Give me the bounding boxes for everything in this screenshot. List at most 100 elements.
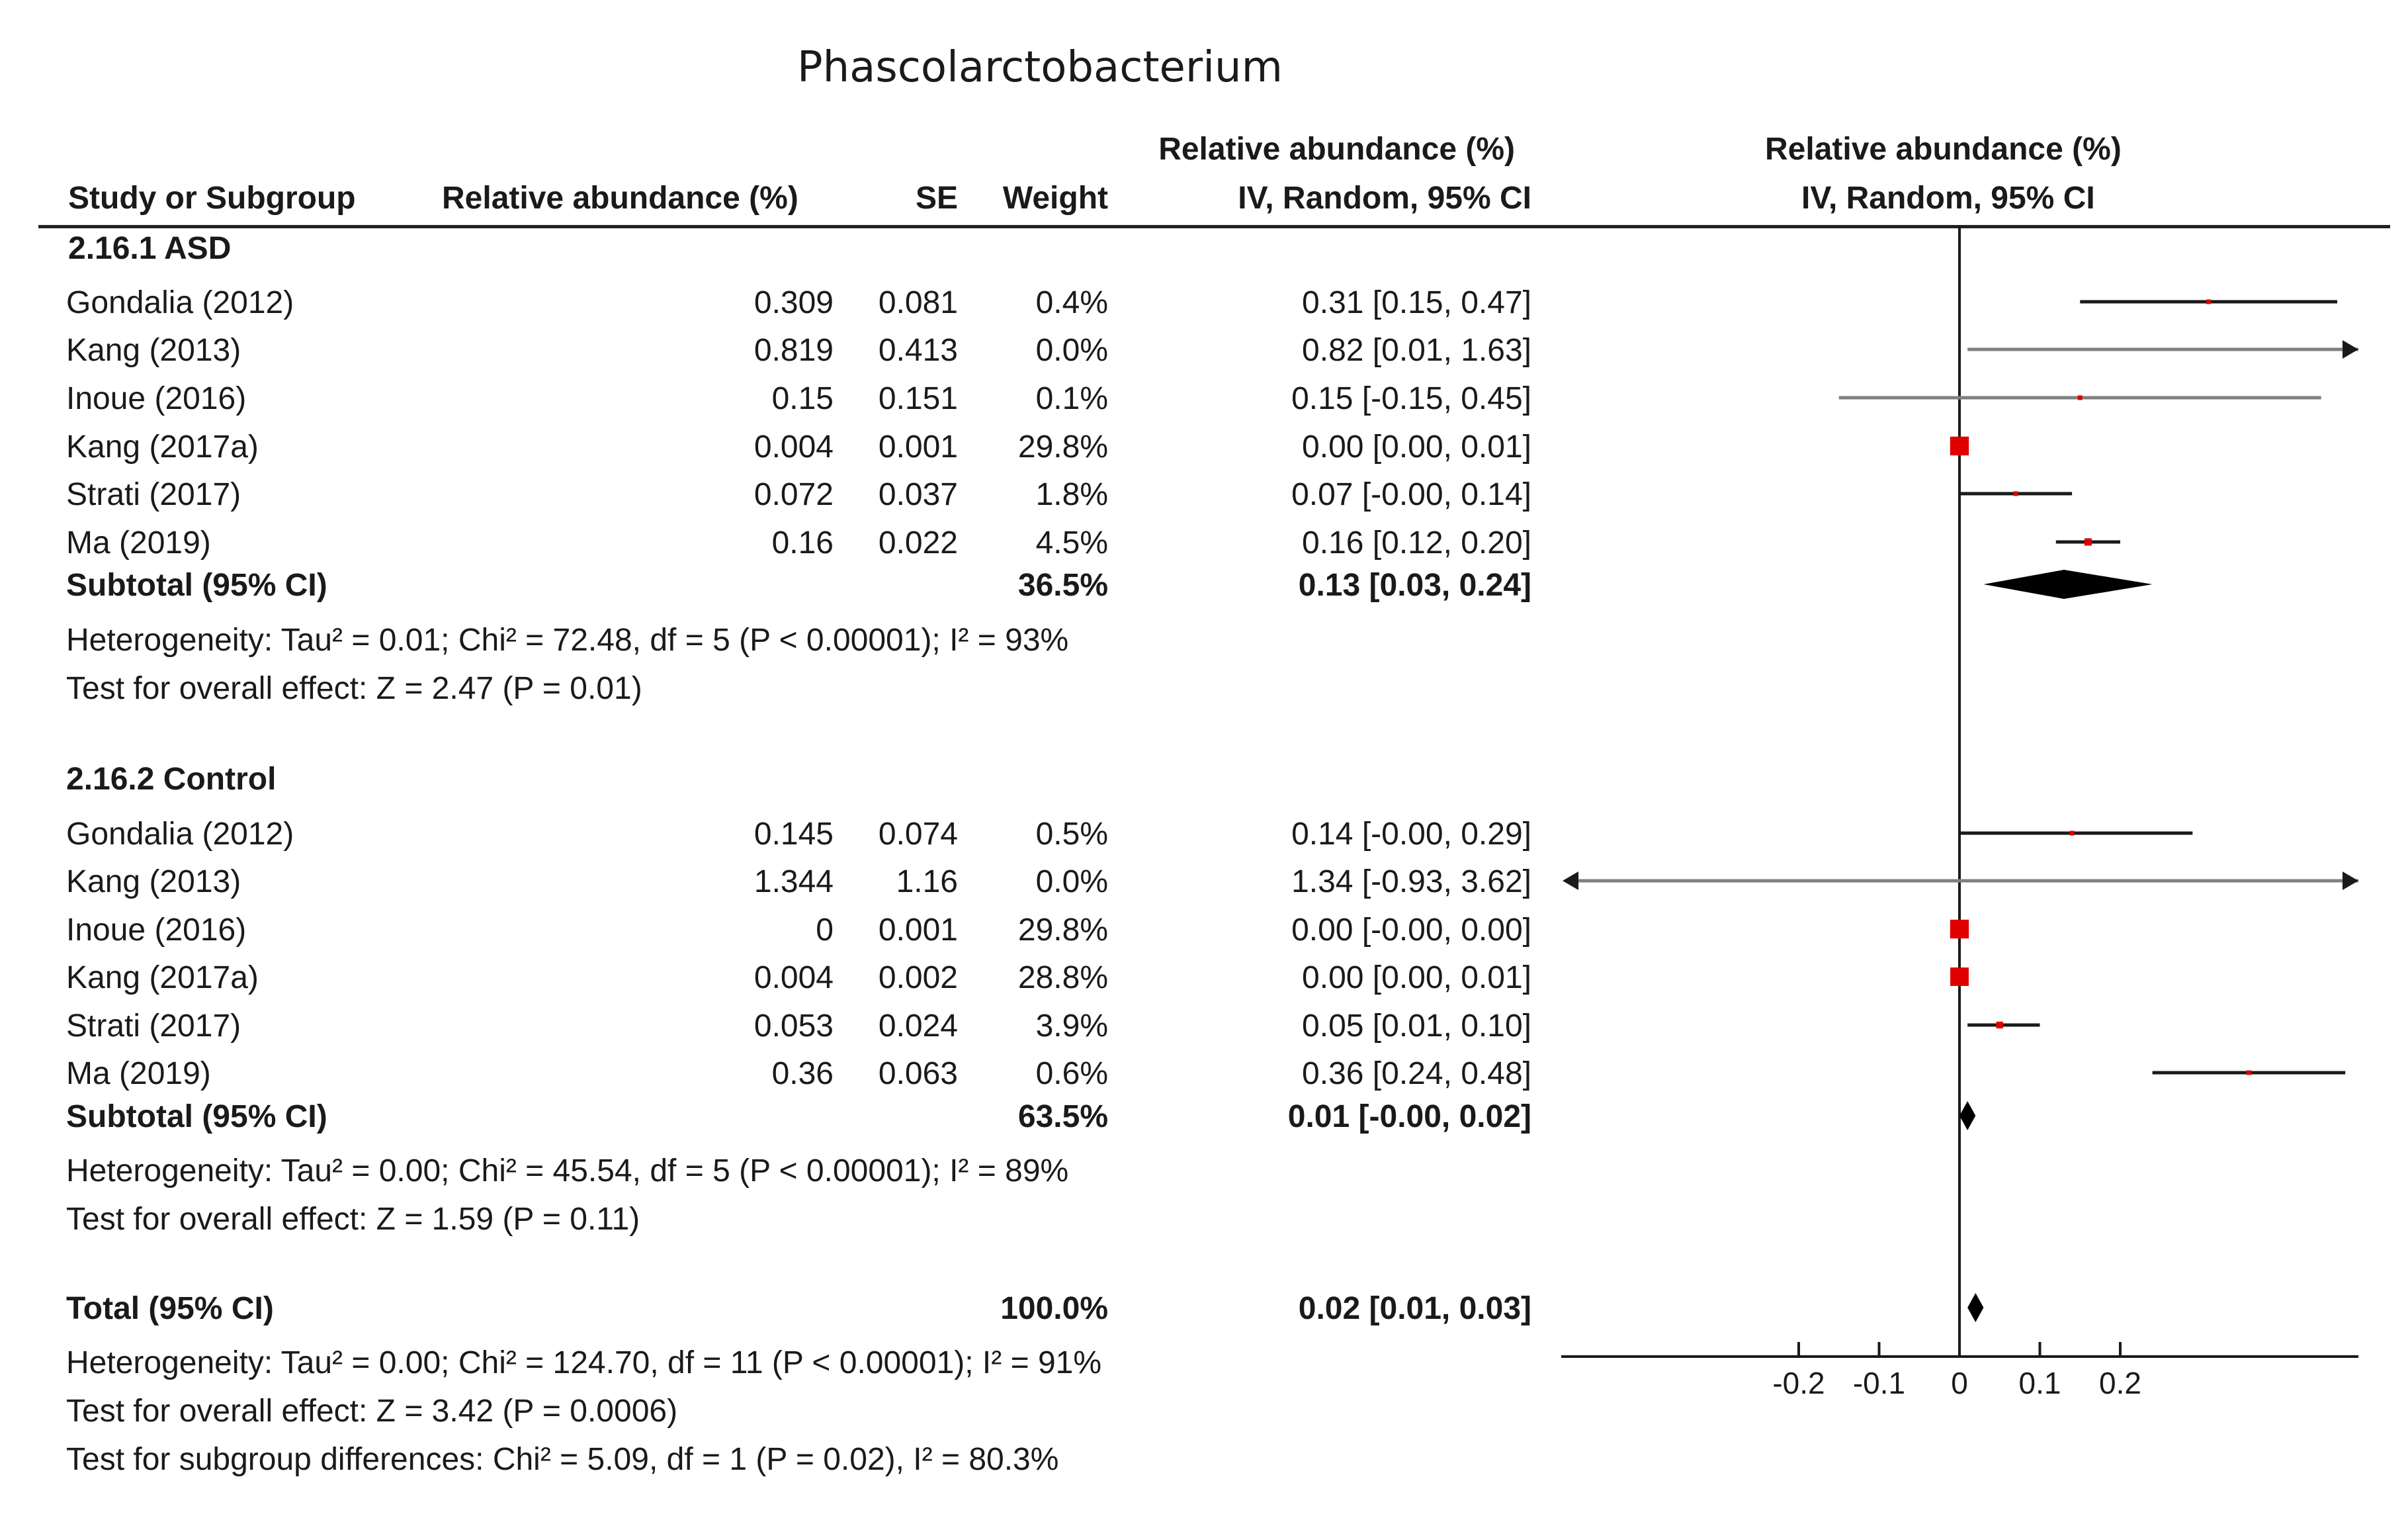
study-name: Kang (2017a) — [66, 429, 259, 465]
weight-value: 0.6% — [1035, 1056, 1108, 1091]
study-marker — [2246, 1070, 2251, 1075]
study-name: Inoue (2016) — [66, 381, 247, 416]
overall-effect-text: Test for overall effect: Z = 1.59 (P = 0… — [66, 1202, 640, 1237]
subgroup-differences-text: Test for subgroup differences: Chi² = 5.… — [66, 1442, 1059, 1477]
study-marker — [1950, 919, 1969, 939]
overall-effect-text: Test for overall effect: Z = 2.47 (P = 0… — [66, 671, 642, 706]
total-heterogeneity-text: Heterogeneity: Tau² = 0.00; Chi² = 124.7… — [66, 1345, 1102, 1380]
study-column-header: Study or Subgroup — [68, 181, 356, 216]
se-value: 0.001 — [878, 913, 958, 948]
ci-value: 0.05 [0.01, 0.10] — [1302, 1008, 1531, 1044]
study-marker — [2013, 491, 2018, 496]
abundance-value: 0.004 — [753, 960, 834, 995]
se-value: 0.037 — [878, 477, 958, 512]
study-marker — [2206, 299, 2212, 304]
subtotal-ci: 0.01 [-0.00, 0.02] — [1287, 1099, 1531, 1134]
weight-value: 0.0% — [1035, 333, 1108, 368]
abundance-column-header: Relative abundance (%) — [442, 181, 798, 216]
subtotal-label: Subtotal (95% CI) — [66, 1099, 327, 1134]
se-value: 0.074 — [878, 817, 958, 852]
x-tick-label: 0 — [1951, 1366, 1968, 1400]
x-tick-label: -0.2 — [1772, 1366, 1825, 1400]
ci-value: 0.00 [-0.00, 0.00] — [1291, 913, 1531, 948]
study-marker — [1950, 967, 1969, 986]
subtotal-diamond — [1959, 1101, 1976, 1130]
chart-title: Phascolarctobacterium — [797, 43, 1283, 92]
study-name: Kang (2013) — [66, 333, 241, 368]
ci-value: 1.34 [-0.93, 3.62] — [1291, 864, 1531, 899]
abundance-value: 0.053 — [753, 1008, 834, 1044]
weight-value: 0.1% — [1035, 381, 1108, 416]
ci-value: 0.82 [0.01, 1.63] — [1302, 333, 1531, 368]
study-marker — [1950, 436, 1969, 456]
total-ci: 0.02 [0.01, 0.03] — [1298, 1291, 1531, 1326]
abundance-value: 0.16 — [771, 525, 834, 560]
study-marker — [2084, 538, 2092, 546]
abundance-value: 1.344 — [753, 864, 834, 899]
abundance-value: 0.309 — [753, 285, 834, 320]
plot-column-header: IV, Random, 95% CI — [1801, 181, 2095, 216]
study-name: Ma (2019) — [66, 1056, 211, 1091]
ci-value: 0.36 [0.24, 0.48] — [1302, 1056, 1531, 1091]
se-value: 0.002 — [878, 960, 958, 995]
study-marker — [2077, 395, 2083, 400]
weight-value: 4.5% — [1035, 525, 1108, 560]
total-label: Total (95% CI) — [66, 1291, 274, 1326]
weight-value: 29.8% — [1017, 913, 1108, 948]
subtotal-diamond — [1983, 570, 2153, 599]
se-value: 0.022 — [878, 525, 958, 560]
se-value: 0.413 — [878, 333, 958, 368]
weight-value: 0.0% — [1035, 864, 1108, 899]
se-value: 0.063 — [878, 1056, 958, 1091]
heterogeneity-text: Heterogeneity: Tau² = 0.00; Chi² = 45.54… — [66, 1153, 1069, 1188]
study-name: Strati (2017) — [66, 477, 241, 512]
ci-header-top: Relative abundance (%) — [1158, 132, 1515, 167]
x-tick-label: -0.1 — [1853, 1366, 1905, 1400]
weight-value: 28.8% — [1017, 960, 1108, 995]
x-tick-label: 0.2 — [2099, 1366, 2141, 1400]
study-marker — [1996, 1021, 2003, 1029]
plot-header-top: Relative abundance (%) — [1765, 132, 2122, 167]
abundance-value: 0.072 — [753, 477, 834, 512]
group-label: 2.16.2 Control — [66, 762, 277, 797]
ci-value: 0.00 [0.00, 0.01] — [1302, 429, 1531, 465]
abundance-value: 0.36 — [771, 1056, 834, 1091]
weight-value: 0.5% — [1035, 817, 1108, 852]
study-name: Gondalia (2012) — [66, 817, 294, 852]
se-column-header: SE — [915, 181, 958, 216]
study-name: Inoue (2016) — [66, 913, 247, 948]
ci-arrow-left — [1563, 872, 1578, 890]
se-value: 0.151 — [878, 381, 958, 416]
heterogeneity-text: Heterogeneity: Tau² = 0.01; Chi² = 72.48… — [66, 623, 1069, 658]
abundance-value: 0.819 — [753, 333, 834, 368]
abundance-value: 0 — [816, 913, 834, 948]
ci-value: 0.15 [-0.15, 0.45] — [1291, 381, 1531, 416]
weight-column-header: Weight — [1002, 181, 1108, 216]
subtotal-label: Subtotal (95% CI) — [66, 568, 327, 603]
ci-arrow-right — [2343, 340, 2358, 359]
abundance-value: 0.15 — [771, 381, 834, 416]
se-value: 0.024 — [878, 1008, 958, 1044]
weight-value: 29.8% — [1017, 429, 1108, 465]
ci-value: 0.00 [0.00, 0.01] — [1302, 960, 1531, 995]
weight-value: 0.4% — [1035, 285, 1108, 320]
study-name: Ma (2019) — [66, 525, 211, 560]
total-diamond — [1967, 1293, 1984, 1322]
study-name: Kang (2017a) — [66, 960, 259, 995]
abundance-value: 0.004 — [753, 429, 834, 465]
study-marker — [2069, 830, 2075, 836]
x-tick-label: 0.1 — [2019, 1366, 2061, 1400]
se-value: 1.16 — [896, 864, 958, 899]
ci-value: 0.16 [0.12, 0.20] — [1302, 525, 1531, 560]
study-name: Kang (2013) — [66, 864, 241, 899]
weight-value: 1.8% — [1035, 477, 1108, 512]
se-value: 0.081 — [878, 285, 958, 320]
ci-value: 0.31 [0.15, 0.47] — [1302, 285, 1531, 320]
ci-value: 0.07 [-0.00, 0.14] — [1291, 477, 1531, 512]
group-label: 2.16.1 ASD — [68, 231, 232, 266]
study-name: Gondalia (2012) — [66, 285, 294, 320]
abundance-value: 0.145 — [753, 817, 834, 852]
ci-column-header: IV, Random, 95% CI — [1238, 181, 1531, 216]
subtotal-weight: 63.5% — [1017, 1099, 1108, 1134]
